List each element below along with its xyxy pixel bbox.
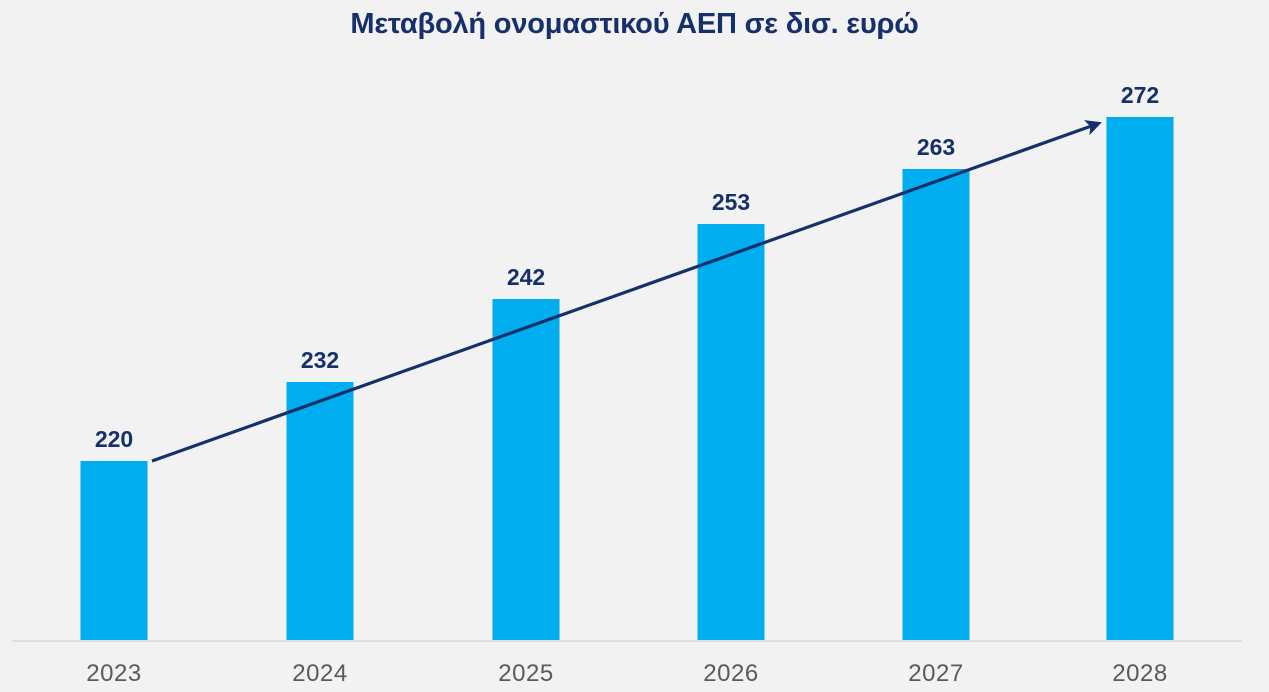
x-tick-label-2026: 2026 <box>703 660 759 687</box>
bar-2028[interactable] <box>1106 117 1174 641</box>
bar-value-label: 253 <box>711 189 751 215</box>
bar-2024[interactable] <box>286 382 354 641</box>
bar-group-2024: 232 <box>217 51 423 641</box>
x-tick-label-2023: 2023 <box>86 660 142 687</box>
bar-2023[interactable] <box>80 461 148 641</box>
bar-value-label: 242 <box>506 264 546 290</box>
bar-group-2028: 272 <box>1037 51 1243 641</box>
bar-value-label: 263 <box>916 134 956 160</box>
bar-group-2026: 253 <box>628 51 834 641</box>
bar-2025[interactable] <box>492 299 560 641</box>
bar-2026[interactable] <box>697 224 765 641</box>
x-tick-label-2024: 2024 <box>292 660 348 687</box>
chart-title: Μεταβολή ονομαστικού ΑΕΠ σε δισ. ευρώ <box>350 8 919 40</box>
bar-2027[interactable] <box>902 169 970 641</box>
x-tick-label-2028: 2028 <box>1112 660 1168 687</box>
bar-value-label: 232 <box>300 347 340 373</box>
bar-group-2025: 242 <box>423 51 629 641</box>
bar-group-2027: 263 <box>833 51 1039 641</box>
bar-value-label: 220 <box>94 426 134 452</box>
x-axis-line <box>12 640 1242 642</box>
x-tick-label-2025: 2025 <box>498 660 554 687</box>
x-tick-label-2027: 2027 <box>908 660 964 687</box>
bar-group-2023: 220 <box>11 51 217 641</box>
bar-value-label: 272 <box>1120 82 1160 108</box>
